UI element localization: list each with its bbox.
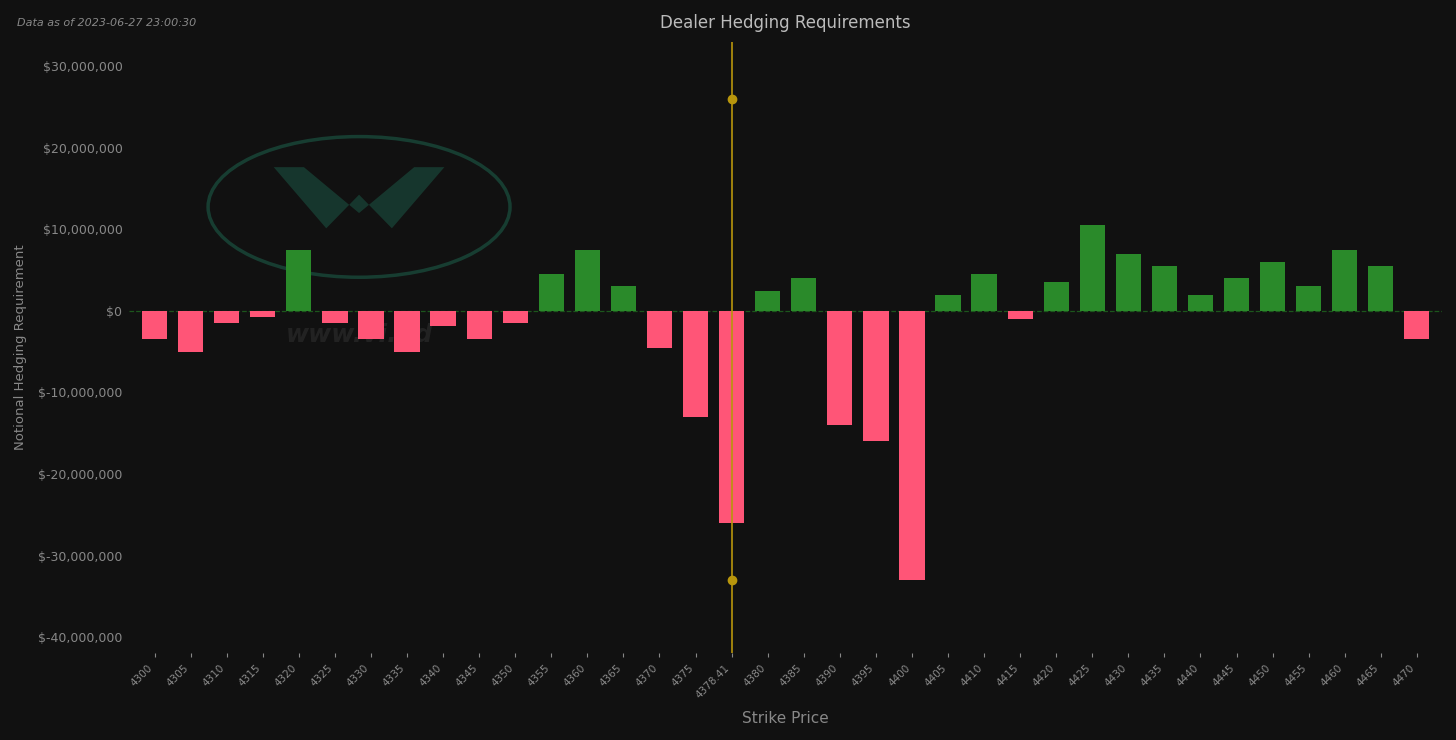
- Bar: [719, 311, 744, 523]
- Bar: [1152, 266, 1176, 311]
- Bar: [827, 311, 852, 425]
- Bar: [1008, 311, 1032, 319]
- Title: Dealer Hedging Requirements: Dealer Hedging Requirements: [661, 14, 911, 32]
- Bar: [1115, 254, 1142, 311]
- Bar: [1188, 295, 1213, 311]
- Bar: [971, 275, 997, 311]
- Bar: [141, 311, 167, 340]
- Text: www.vi.nd: www.vi.nd: [285, 323, 432, 347]
- Bar: [791, 278, 817, 311]
- Bar: [1332, 249, 1357, 311]
- Bar: [683, 311, 708, 417]
- Y-axis label: Notional Hedging Requirement: Notional Hedging Requirement: [15, 245, 26, 451]
- Bar: [1296, 286, 1321, 311]
- Bar: [214, 311, 239, 323]
- Bar: [287, 249, 312, 311]
- Bar: [1369, 266, 1393, 311]
- Bar: [1080, 225, 1105, 311]
- Bar: [575, 249, 600, 311]
- Bar: [935, 295, 961, 311]
- Bar: [1259, 262, 1286, 311]
- Bar: [322, 311, 348, 323]
- Bar: [863, 311, 888, 441]
- X-axis label: Strike Price: Strike Price: [743, 711, 828, 726]
- Bar: [1224, 278, 1249, 311]
- Bar: [250, 311, 275, 317]
- Bar: [900, 311, 925, 580]
- Bar: [178, 311, 204, 352]
- Polygon shape: [274, 167, 444, 229]
- Bar: [756, 291, 780, 311]
- Bar: [431, 311, 456, 326]
- Bar: [612, 286, 636, 311]
- Bar: [646, 311, 673, 348]
- Bar: [395, 311, 419, 352]
- Bar: [358, 311, 383, 340]
- Bar: [466, 311, 492, 340]
- Bar: [1044, 283, 1069, 311]
- Bar: [539, 275, 563, 311]
- Bar: [1404, 311, 1430, 340]
- Bar: [502, 311, 529, 323]
- Text: Data as of 2023-06-27 23:00:30: Data as of 2023-06-27 23:00:30: [17, 18, 197, 29]
